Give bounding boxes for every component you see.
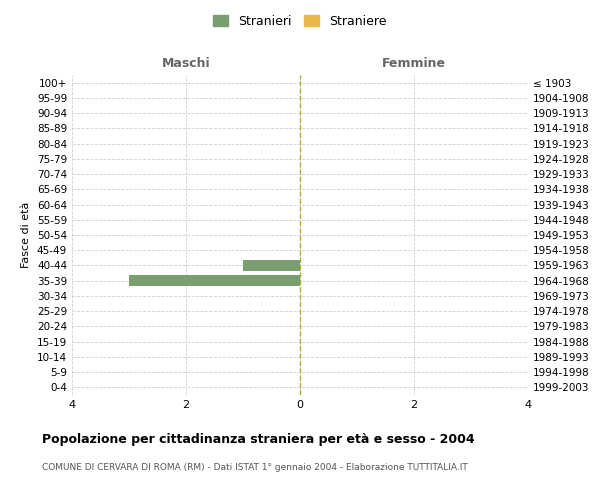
Y-axis label: Fasce di età: Fasce di età — [22, 202, 31, 268]
Text: COMUNE DI CERVARA DI ROMA (RM) - Dati ISTAT 1° gennaio 2004 - Elaborazione TUTTI: COMUNE DI CERVARA DI ROMA (RM) - Dati IS… — [42, 462, 468, 471]
Text: Popolazione per cittadinanza straniera per età e sesso - 2004: Popolazione per cittadinanza straniera p… — [42, 432, 475, 446]
Y-axis label: Anni di nascita: Anni di nascita — [599, 194, 600, 276]
Bar — [243, 260, 300, 271]
Bar — [129, 275, 300, 286]
Legend: Stranieri, Straniere: Stranieri, Straniere — [209, 11, 391, 32]
